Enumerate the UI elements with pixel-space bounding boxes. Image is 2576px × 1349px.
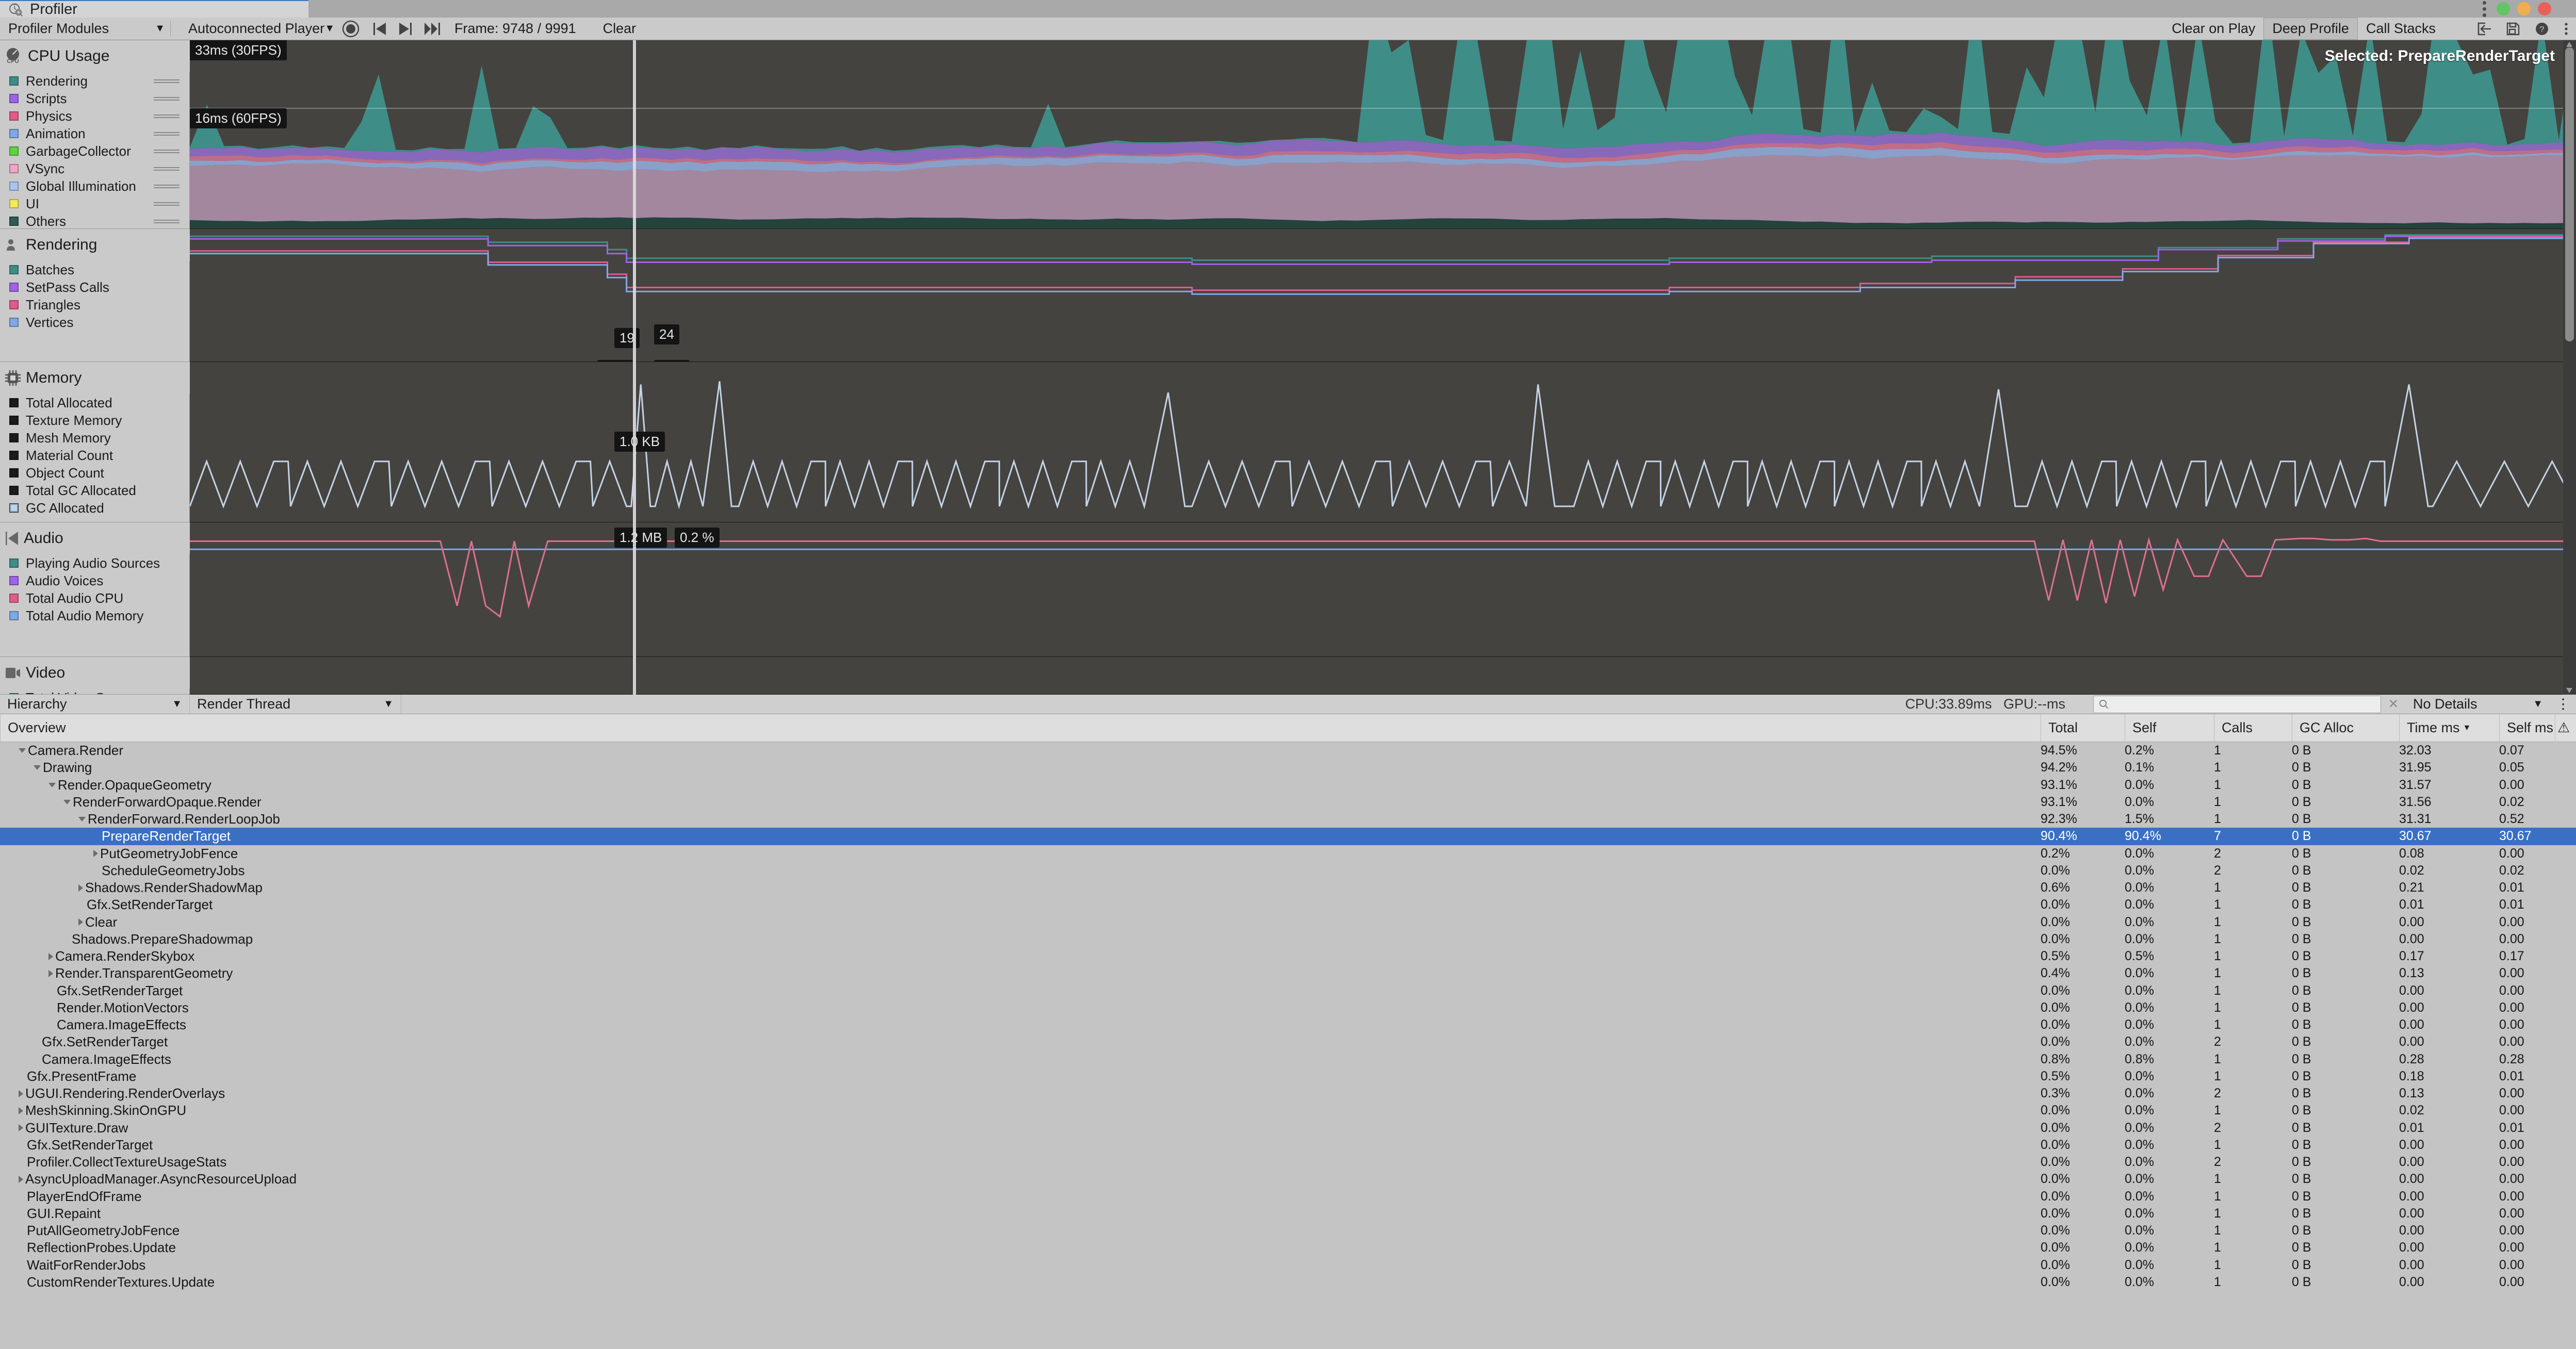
svg-text:?: ? (2540, 25, 2545, 34)
svg-text:CPU: CPU (7, 58, 19, 64)
